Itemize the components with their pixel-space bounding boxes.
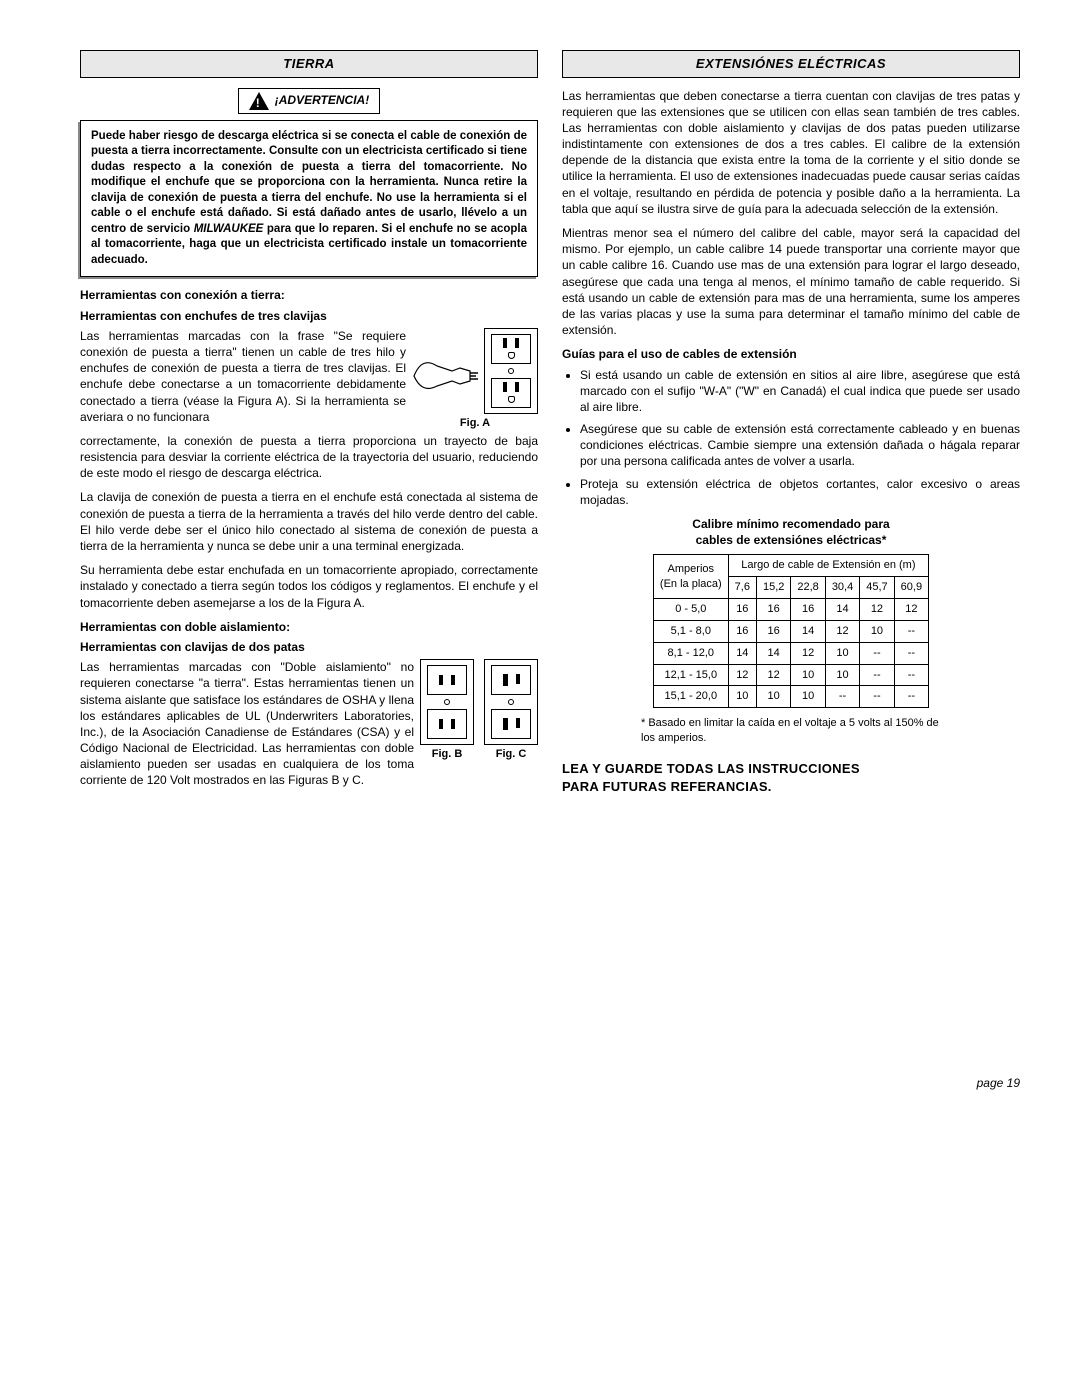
plug-icon xyxy=(412,346,482,396)
figure-a: Fig. A xyxy=(412,328,538,431)
heading-double-b: Herramientas con clavijas de dos patas xyxy=(80,639,538,655)
outlet-plate-a xyxy=(484,328,538,414)
heading-grounded-a: Herramientas con conexión a tierra: xyxy=(80,287,538,303)
figure-bc: Fig. B Fig. C xyxy=(420,659,538,762)
para-ground-4: Su herramienta debe estar enchufada en u… xyxy=(80,562,538,611)
th-amp: Amperios xyxy=(668,563,714,575)
table-title: Calibre mínimo recomendado para cables d… xyxy=(562,516,1020,548)
table-row: 0 - 5,0161616141212 xyxy=(653,599,928,621)
heading-grounded-b: Herramientas con enchufes de tres clavij… xyxy=(80,308,538,324)
warning-text-a: Puede haber riesgo de descarga eléctrica… xyxy=(91,130,527,235)
para-ext-1: Las herramientas que deben conectarse a … xyxy=(562,88,1020,218)
outlet-plate-b xyxy=(420,659,474,745)
guide-item-1: Si está usando un cable de extensión en … xyxy=(580,367,1020,416)
warning-label: ¡ADVERTENCIA! xyxy=(275,92,369,108)
fig-c-label: Fig. C xyxy=(484,747,538,762)
left-column: TIERRA ¡ADVERTENCIA! Puede haber riesgo … xyxy=(80,50,538,1091)
heading-guide: Guías para el uso de cables de extensión xyxy=(562,346,1020,362)
gauge-table: Amperios (En la placa) Largo de cable de… xyxy=(653,554,929,708)
right-column: EXTENSIÓNES ELÉCTRICAS Las herramientas … xyxy=(562,50,1020,1091)
para-ground-2: correctamente, la conexión de puesta a t… xyxy=(80,433,538,482)
table-row: 12,1 - 15,012121010---- xyxy=(653,664,928,686)
para-double: Las herramientas marcadas con "Doble ais… xyxy=(80,659,414,789)
page-number: page 19 xyxy=(562,1075,1020,1091)
para-ground-1: Las herramientas marcadas con la frase "… xyxy=(80,328,406,425)
outlet-plate-c xyxy=(484,659,538,745)
para-ground-3: La clavija de conexión de puesta a tierr… xyxy=(80,489,538,554)
fig-bc-row: Las herramientas marcadas con "Doble ais… xyxy=(80,659,538,797)
fig-b-label: Fig. B xyxy=(420,747,474,762)
fig-a-row: Las herramientas marcadas con la frase "… xyxy=(80,328,538,433)
guide-item-2: Asegúrese que su cable de extensión está… xyxy=(580,421,1020,470)
table-row: 8,1 - 12,014141210---- xyxy=(653,642,928,664)
warning-box: Puede haber riesgo de descarga eléctrica… xyxy=(80,120,538,278)
warning-brand: MILWAUKEE xyxy=(194,223,264,235)
heading-double-a: Herramientas con doble aislamiento: xyxy=(80,619,538,635)
table-row: 15,1 - 20,0101010------ xyxy=(653,686,928,708)
th-plate: (En la placa) xyxy=(660,578,722,590)
fig-a-label: Fig. A xyxy=(412,416,538,431)
two-column-layout: TIERRA ¡ADVERTENCIA! Puede haber riesgo … xyxy=(80,50,1020,1091)
warning-badge-wrap: ¡ADVERTENCIA! xyxy=(80,88,538,114)
final-instruction: LEA Y GUARDE TODAS LAS INSTRUCCIONES PAR… xyxy=(562,760,1020,795)
th-length: Largo de cable de Extensión en (m) xyxy=(728,555,928,577)
guide-list: Si está usando un cable de extensión en … xyxy=(562,367,1020,509)
guide-item-3: Proteja su extensión eléctrica de objeto… xyxy=(580,476,1020,508)
section-title-ext: EXTENSIÓNES ELÉCTRICAS xyxy=(562,50,1020,78)
section-title-tierra: TIERRA xyxy=(80,50,538,78)
table-header-row: Amperios (En la placa) Largo de cable de… xyxy=(653,555,928,577)
table-row: 5,1 - 8,01616141210-- xyxy=(653,620,928,642)
warning-triangle-icon xyxy=(249,92,269,110)
table-footnote: * Basado en limitar la caída en el volta… xyxy=(641,716,941,746)
warning-badge: ¡ADVERTENCIA! xyxy=(238,88,380,114)
para-ext-2: Mientras menor sea el número del calibre… xyxy=(562,225,1020,338)
